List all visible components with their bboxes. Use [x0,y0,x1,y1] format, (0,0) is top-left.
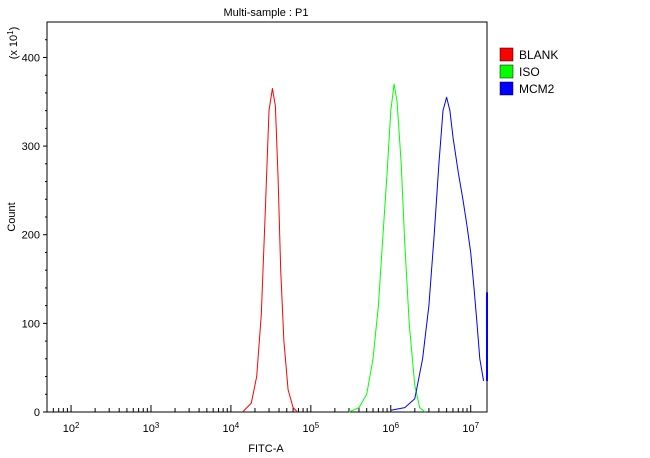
y-tick-label: 400 [22,52,40,64]
x-tick-label: 107 [462,421,479,436]
legend-swatch-blank [499,47,514,62]
y-multiplier-exponent: 1 [6,30,15,35]
legend-label-blank: BLANK [519,48,558,62]
legend: BLANK ISO MCM2 [499,47,558,96]
y-multiplier-prefix: (x 10 [8,35,20,59]
y-tick-label: 200 [22,230,40,242]
y-axis-label: Count [6,202,18,231]
series-layer [242,83,488,413]
series-line-blank [242,88,298,413]
x-axis-label: FITC-A [248,443,284,455]
y-tick-label: 100 [22,318,40,330]
y-tick-label: 0 [34,407,40,419]
y-multiplier-suffix: ) [8,27,20,31]
series-line-mcm2 [390,96,485,411]
x-tick-label: 103 [143,421,160,436]
x-tick-label: 102 [63,421,80,436]
x-tick-label: 104 [223,421,240,436]
y-axis-multiplier: (x 101) [6,27,21,60]
x-minor-ticks [46,408,468,412]
y-axis-ticks: 0 100 200 300 400 [22,39,47,419]
legend-label-mcm2: MCM2 [519,82,555,96]
x-tick-label: 106 [382,421,399,436]
x-major-ticks: 102 103 104 105 106 107 [63,405,480,435]
y-tick-label: 300 [22,141,40,153]
plot-frame [46,21,488,413]
x-tick-label: 105 [302,421,319,436]
legend-label-iso: ISO [519,65,540,79]
legend-swatch-iso [499,64,514,79]
legend-swatch-mcm2 [499,81,514,96]
chart-title: Multi-sample : P1 [224,7,309,19]
series-line-iso [348,83,426,413]
